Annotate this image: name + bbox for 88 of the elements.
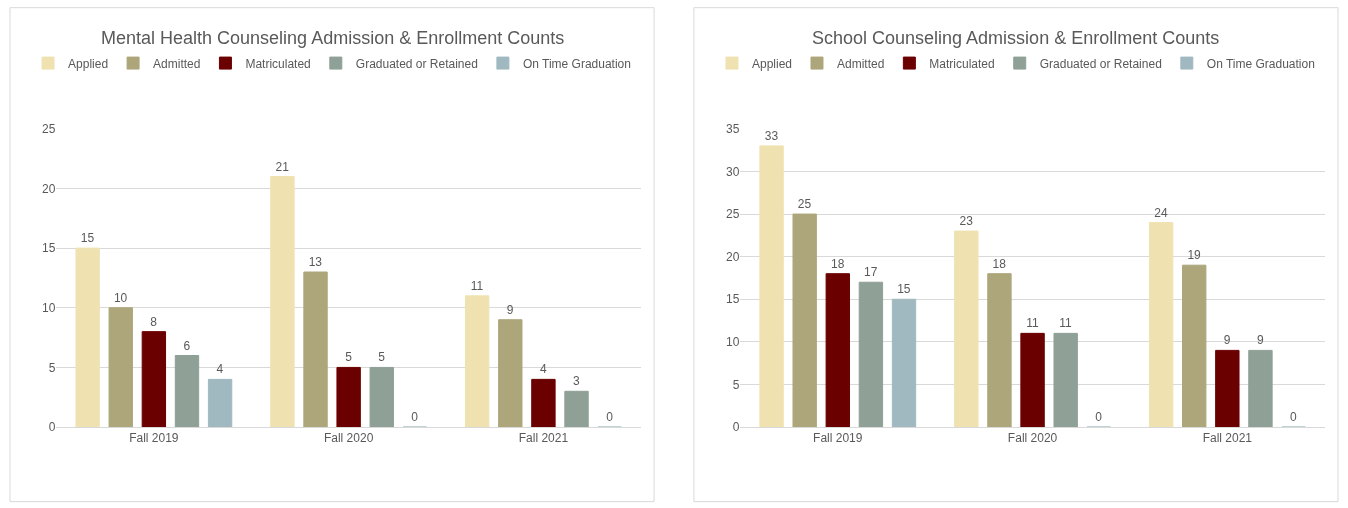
bar [174,355,200,428]
legend-label: Matriculated [929,56,995,71]
y-tick-label: 5 [48,360,56,375]
bar [1148,222,1174,428]
y-tick-label: 30 [726,164,740,179]
bar [792,213,817,428]
bar [987,273,1012,428]
data-label: 25 [797,197,812,212]
data-label: 9 [506,302,514,317]
legend-label: On Time Graduation [522,56,631,71]
y-tick-label: 10 [726,335,740,350]
data-label: 17 [864,265,878,280]
bar [759,145,784,428]
bar [303,271,328,428]
data-label: 11 [470,278,484,293]
bar [75,247,100,428]
bar [270,176,295,428]
data-label: 18 [992,256,1007,271]
data-label: 9 [1223,333,1231,348]
y-tick-label: 20 [726,249,740,264]
x-tick-label: Fall 2021 [518,431,569,446]
data-label: 33 [764,128,779,143]
bar [465,295,490,428]
legend-label: Applied [751,56,792,71]
bar [1020,332,1045,428]
bar [108,307,133,428]
legend-label: Admitted [153,56,201,71]
legend-label: Graduated or Retained [355,56,478,71]
data-label: 11 [1059,316,1073,331]
bar [369,366,394,428]
bar [531,378,556,428]
chart-title: School Counseling Admission & Enrollment Counts [812,28,1220,48]
data-label: 3 [573,374,581,389]
data-label: 15 [80,231,95,246]
data-label: 4 [216,362,224,377]
y-tick-label: 35 [726,122,740,137]
bar [498,319,523,428]
y-tick-label: 5 [732,377,740,392]
y-tick-label: 15 [42,241,56,256]
y-tick-label: 25 [42,122,56,137]
data-label: 24 [1154,205,1168,220]
y-tick-label: 0 [48,420,56,435]
data-label: 6 [183,338,191,353]
legend-label: On Time Graduation [1206,56,1315,71]
bar [1053,332,1078,428]
legend-label: Matriculated [245,56,311,71]
data-label: 11 [1026,316,1039,331]
data-label: 0 [606,410,614,425]
y-tick-label: 20 [42,181,56,196]
data-label: 18 [830,256,845,271]
x-tick-label: Fall 2019 [129,431,179,446]
data-label: 23 [959,214,974,229]
y-tick-label: 25 [726,207,740,222]
data-label: 5 [345,350,353,365]
data-label: 19 [1187,248,1202,263]
data-label: 8 [150,314,158,329]
bar [336,366,361,428]
y-tick-label: 10 [42,300,56,315]
legend-label: Applied [68,56,109,71]
bar [1182,264,1207,428]
x-tick-label: Fall 2020 [1007,431,1058,446]
data-label: 4 [539,362,547,377]
bar [891,298,917,428]
bar [825,273,850,428]
data-label: 21 [275,159,290,174]
data-label: 9 [1256,333,1264,348]
y-tick-label: 0 [732,420,740,435]
bar [858,281,884,428]
bar [1248,349,1273,428]
data-label: 13 [308,255,323,269]
x-tick-label: Fall 2019 [813,431,863,446]
chart-title: Mental Health Counseling Admission & Enrollment Counts [101,28,565,48]
x-tick-label: Fall 2020 [323,431,374,446]
y-tick-label: 15 [726,292,740,307]
data-label: 0 [1095,410,1103,425]
data-label: 10 [113,290,128,305]
bar [141,331,167,428]
data-label: 15 [897,282,911,297]
legend-label: Admitted [836,56,885,71]
data-label: 0 [1290,410,1298,425]
data-label: 5 [378,350,386,365]
data-label: 0 [411,410,419,425]
x-tick-label: Fall 2021 [1202,431,1253,446]
bar [564,390,589,428]
bar [207,378,233,428]
bar [954,230,979,428]
bar [1215,349,1240,428]
legend-label: Graduated or Retained [1039,56,1162,71]
